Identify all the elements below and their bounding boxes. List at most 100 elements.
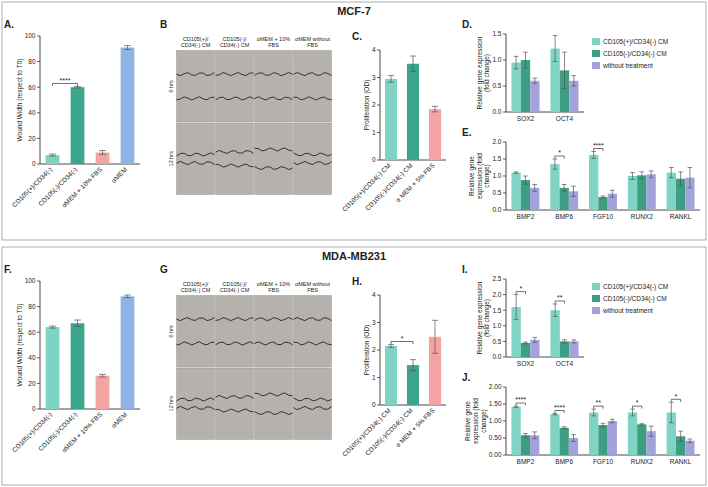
error-bar [124, 295, 131, 298]
error-bar [388, 76, 394, 83]
panel-letter: I. [462, 264, 468, 275]
y-axis-title-line: Proliferation (OD) [363, 325, 371, 376]
bar [121, 296, 135, 409]
error-bar [523, 434, 528, 437]
column-label: αMEM + 10%FBS [257, 36, 290, 49]
y-tick-label: 4 [372, 46, 376, 53]
significance-label: ** [557, 294, 563, 301]
micrograph [294, 123, 332, 195]
significance-label: * [558, 149, 561, 156]
x-tick-label: CD105(-)/CD34(-) [37, 166, 79, 208]
error-bar [678, 431, 683, 441]
error-bar [591, 409, 596, 416]
significance-bracket [555, 301, 564, 304]
bar [511, 173, 520, 210]
y-tick-label: 1.0 [492, 322, 501, 329]
y-axis-title: Proliferation (OD) [363, 80, 371, 131]
error-bar [124, 46, 131, 50]
legend-label: without treatment [602, 62, 653, 69]
bar [511, 63, 520, 112]
significance-label: * [519, 285, 522, 292]
panel-letter: C. [352, 31, 362, 42]
legend-swatch [592, 295, 600, 302]
legend-label: without treatment [602, 307, 653, 314]
wound-edge [177, 73, 215, 76]
error-bar [572, 76, 577, 86]
error-bar [630, 409, 635, 416]
column-label-line: CD105(-)/ [222, 281, 247, 287]
panel-letter: J. [462, 372, 471, 383]
significance-bracket [555, 156, 564, 159]
y-tick-label: 2 [372, 346, 376, 353]
wound-edge [294, 318, 332, 321]
micrograph [216, 51, 254, 123]
micrograph [177, 123, 215, 195]
bar [550, 414, 559, 455]
y-axis-title-line: Wound Width (respect to T0) [16, 59, 24, 142]
column-label-line: FBS [268, 287, 279, 293]
y-tick-label: 2 [372, 101, 376, 108]
y-tick-label: 100 [25, 32, 36, 39]
legend-label: CD105(-)/CD34(-) CM [603, 50, 667, 58]
legend-swatch [592, 62, 600, 69]
legend-swatch [592, 38, 600, 45]
chart: I.0.00.51.01.52.02.5Relative gene expres… [462, 264, 668, 367]
bar [608, 421, 617, 455]
column-label-line: CD105(-)/ [222, 36, 247, 42]
chart: J.0.000.501.001.502.00Relative geneexpre… [462, 372, 700, 465]
wound-edge [216, 342, 254, 345]
error-bar [49, 154, 56, 156]
significance-label: * [636, 399, 639, 406]
error-bar [639, 172, 644, 179]
y-axis [380, 295, 381, 405]
bar [530, 81, 539, 112]
error-bar [571, 435, 576, 442]
wound-edge [177, 161, 215, 164]
y-axis-title-line: Wound Width (respect to T0) [16, 304, 24, 387]
y-axis-title: Relative geneexpression (foldchange) [464, 398, 487, 444]
y-tick-label: 2.0 [492, 291, 501, 298]
significance-label: * [401, 335, 404, 342]
error-bar [688, 439, 693, 442]
significance-label: **** [593, 142, 604, 149]
y-tick-label: 100 [25, 277, 36, 284]
y-tick-label: 1.0 [492, 172, 501, 179]
panel-letter: F. [4, 264, 12, 275]
error-bar [610, 419, 615, 422]
x-tick-label: SOX2 [517, 360, 535, 367]
y-axis-title: Proliferation (OD) [363, 325, 371, 376]
error-bar [688, 168, 693, 188]
y-axis [380, 50, 381, 160]
bar [407, 64, 419, 160]
column-label: CD105(-)/CD34(-) CM [220, 281, 250, 294]
micrograph [177, 296, 215, 368]
bar [521, 180, 530, 210]
plot-area [511, 152, 694, 210]
bar [598, 197, 607, 210]
column-label-line: FBS [307, 287, 318, 293]
wound-edge [177, 153, 215, 156]
wound-edge [216, 395, 254, 398]
y-tick-label: 2.00 [489, 383, 502, 390]
plot-area [46, 295, 135, 409]
wound-edge [177, 406, 215, 409]
wound-edge [255, 412, 293, 415]
error-bar [410, 360, 416, 371]
wound-edge [294, 153, 332, 156]
y-tick-label: 0.0 [492, 108, 501, 115]
y-tick-label: 1.00 [489, 417, 502, 424]
bar [121, 48, 135, 164]
error-bar [572, 340, 577, 343]
micrograph [255, 368, 293, 440]
wound-edge [294, 398, 332, 401]
column-label: CD105(+)/CD34(-) CM [181, 36, 211, 49]
y-axis [40, 281, 41, 409]
plot-area [511, 402, 694, 455]
plot-area [385, 56, 441, 160]
column-label-line: CD34(-) CM [220, 42, 250, 48]
wound-edge [216, 73, 254, 76]
wound-edge [294, 97, 332, 100]
column-label: αMEM + 10%FBS [257, 281, 290, 294]
y-tick-label: 4 [372, 291, 376, 298]
y-tick-label: 40 [28, 109, 36, 116]
